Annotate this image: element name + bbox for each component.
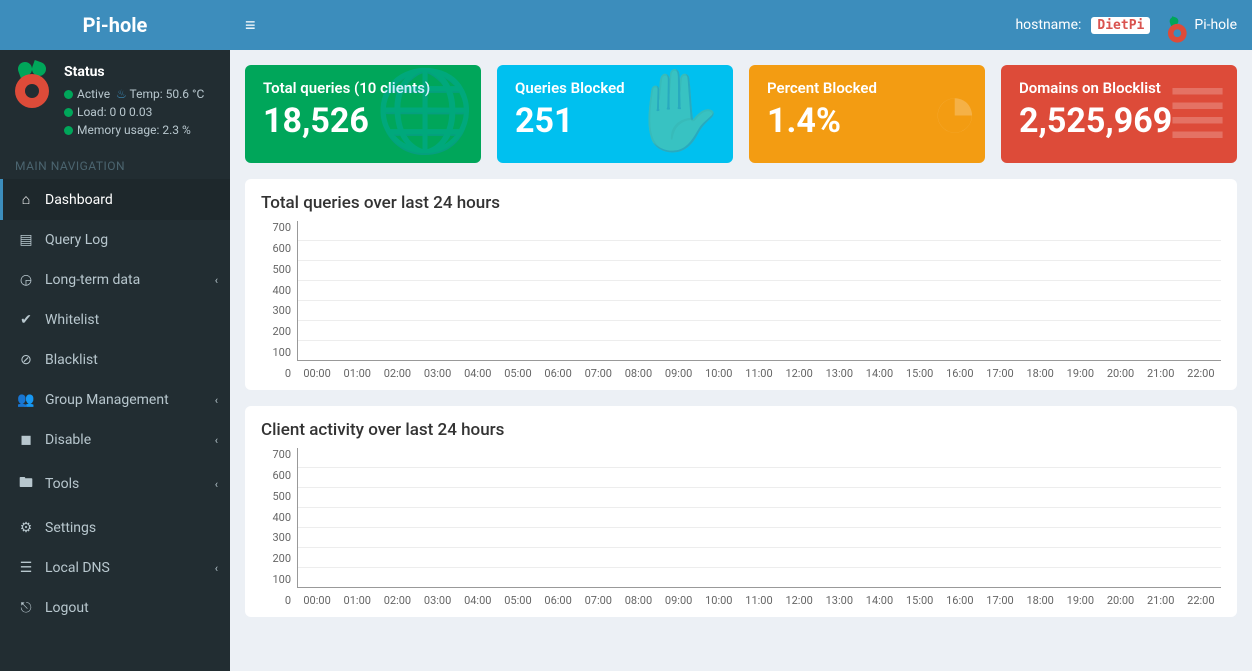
sidebar-item-label: Settings (45, 520, 96, 536)
chart-plot-area (297, 221, 1221, 361)
disable-icon: ◼ (15, 432, 37, 448)
sidebar-item-label: Long-term data (45, 272, 140, 288)
chart-yaxis: 7006005004003002001000 (261, 448, 297, 607)
status-dot-icon (64, 126, 73, 135)
querylog-icon: ▤ (15, 232, 37, 248)
sidebar-item-disable[interactable]: ◼ Disable ‹ (0, 420, 230, 460)
menu-toggle-icon[interactable]: ≡ (245, 15, 256, 36)
chevron-left-icon: ‹ (215, 478, 218, 491)
sidebar-item-logout[interactable]: ⎋ Logout (0, 588, 230, 628)
chart-xaxis: 00:0001:0002:0003:0004:0005:0006:0007:00… (297, 588, 1221, 607)
status-title: Status (64, 62, 204, 83)
settings-icon: ⚙ (15, 520, 37, 536)
sidebar-item-label: Blacklist (45, 352, 98, 368)
temp-icon: ♨ (116, 87, 127, 101)
status-active: Active (77, 87, 110, 101)
sidebar-item-label: Query Log (45, 232, 108, 248)
panel-title: Client activity over last 24 hours (261, 420, 1221, 440)
mem-label: Memory usage: (77, 123, 159, 137)
header-brand-text: Pi-hole (1194, 17, 1237, 33)
logout-icon: ⎋ (15, 600, 37, 616)
raspberry-icon (1167, 17, 1182, 32)
hostname-badge: DietPi (1091, 17, 1150, 34)
chevron-left-icon: ‹ (215, 562, 218, 575)
header-brand[interactable]: Pi-hole (1160, 11, 1237, 39)
sidebar-item-label: Tools (45, 476, 79, 492)
localdns-icon: ☰ (15, 560, 37, 576)
brand-logo[interactable]: Pi-hole (0, 0, 230, 50)
chart-plot-area (297, 448, 1221, 588)
status-dot-icon (64, 90, 73, 99)
chevron-left-icon: ‹ (215, 434, 218, 447)
piechart-icon: ◔ (931, 71, 979, 151)
sidebar-item-blacklist[interactable]: ⊘ Blacklist (0, 340, 230, 380)
nav-section-header: MAIN NAVIGATION (0, 149, 230, 179)
globe-icon: 🌐 (375, 71, 475, 151)
sidebar-item-label: Dashboard (45, 192, 113, 208)
temp-label: Temp: (130, 87, 163, 101)
load-label: Load: (77, 105, 107, 119)
sidebar-item-label: Whitelist (45, 312, 99, 328)
panel-queries-24h: Total queries over last 24 hours 7006005… (245, 179, 1237, 390)
sidebar-item-settings[interactable]: ⚙ Settings (0, 508, 230, 548)
sidebar-item-whitelist[interactable]: ✔ Whitelist (0, 300, 230, 340)
sidebar-item-dashboard[interactable]: ⌂ Dashboard (0, 179, 230, 220)
panel-client-activity-24h: Client activity over last 24 hours 70060… (245, 406, 1237, 617)
sidebar-item-tools[interactable]: 🖿 Tools ‹ (0, 460, 230, 508)
sidebar-item-label: Group Management (45, 392, 169, 408)
group-icon: 👥 (15, 392, 37, 408)
list-icon: ≣ (1164, 71, 1231, 151)
status-panel: Status Active ♨ Temp: 50.6 °C Load: 0 0 … (0, 50, 230, 149)
card-total-queries[interactable]: Total queries (10 clients) 18,526 🌐 (245, 65, 481, 163)
sidebar-item-group[interactable]: 👥 Group Management ‹ (0, 380, 230, 420)
chevron-left-icon: ‹ (215, 394, 218, 407)
chart-yaxis: 7006005004003002001000 (261, 221, 297, 380)
sidebar: Status Active ♨ Temp: 50.6 °C Load: 0 0 … (0, 50, 230, 671)
card-blocklist-domains[interactable]: Domains on Blocklist 2,525,969 ≣ (1001, 65, 1237, 163)
hand-icon: ✋ (627, 71, 727, 151)
blacklist-icon: ⊘ (15, 352, 37, 368)
chevron-left-icon: ‹ (215, 274, 218, 287)
panel-title: Total queries over last 24 hours (261, 193, 1221, 213)
chart-xaxis: 00:0001:0002:0003:0004:0005:0006:0007:00… (297, 361, 1221, 380)
card-queries-blocked[interactable]: Queries Blocked 251 ✋ (497, 65, 733, 163)
sidebar-item-longterm[interactable]: ◶ Long-term data ‹ (0, 260, 230, 300)
status-dot-icon (64, 108, 73, 117)
card-percent-blocked[interactable]: Percent Blocked 1.4% ◔ (749, 65, 985, 163)
whitelist-icon: ✔ (15, 312, 37, 328)
sidebar-item-querylog[interactable]: ▤ Query Log (0, 220, 230, 260)
tools-icon: 🖿 (15, 472, 37, 496)
longterm-icon: ◶ (15, 272, 37, 288)
load-value: 0 0 0.03 (110, 105, 153, 119)
hostname-label: hostname: (1015, 17, 1081, 33)
main-content: Total queries (10 clients) 18,526 🌐 Quer… (230, 50, 1252, 671)
sidebar-item-localdns[interactable]: ☰ Local DNS ‹ (0, 548, 230, 588)
nav-list: ⌂ Dashboard ▤ Query Log ◶ Long-term data ‹ ✔ Whi… (0, 179, 230, 628)
mem-value: 2.3 % (162, 123, 190, 137)
sidebar-item-label: Local DNS (45, 560, 110, 576)
dashboard-icon: ⌂ (15, 191, 37, 208)
sidebar-item-label: Logout (45, 600, 89, 616)
temp-value: 50.6 °C (166, 87, 205, 101)
raspberry-icon (12, 62, 52, 108)
sidebar-item-label: Disable (45, 432, 91, 448)
